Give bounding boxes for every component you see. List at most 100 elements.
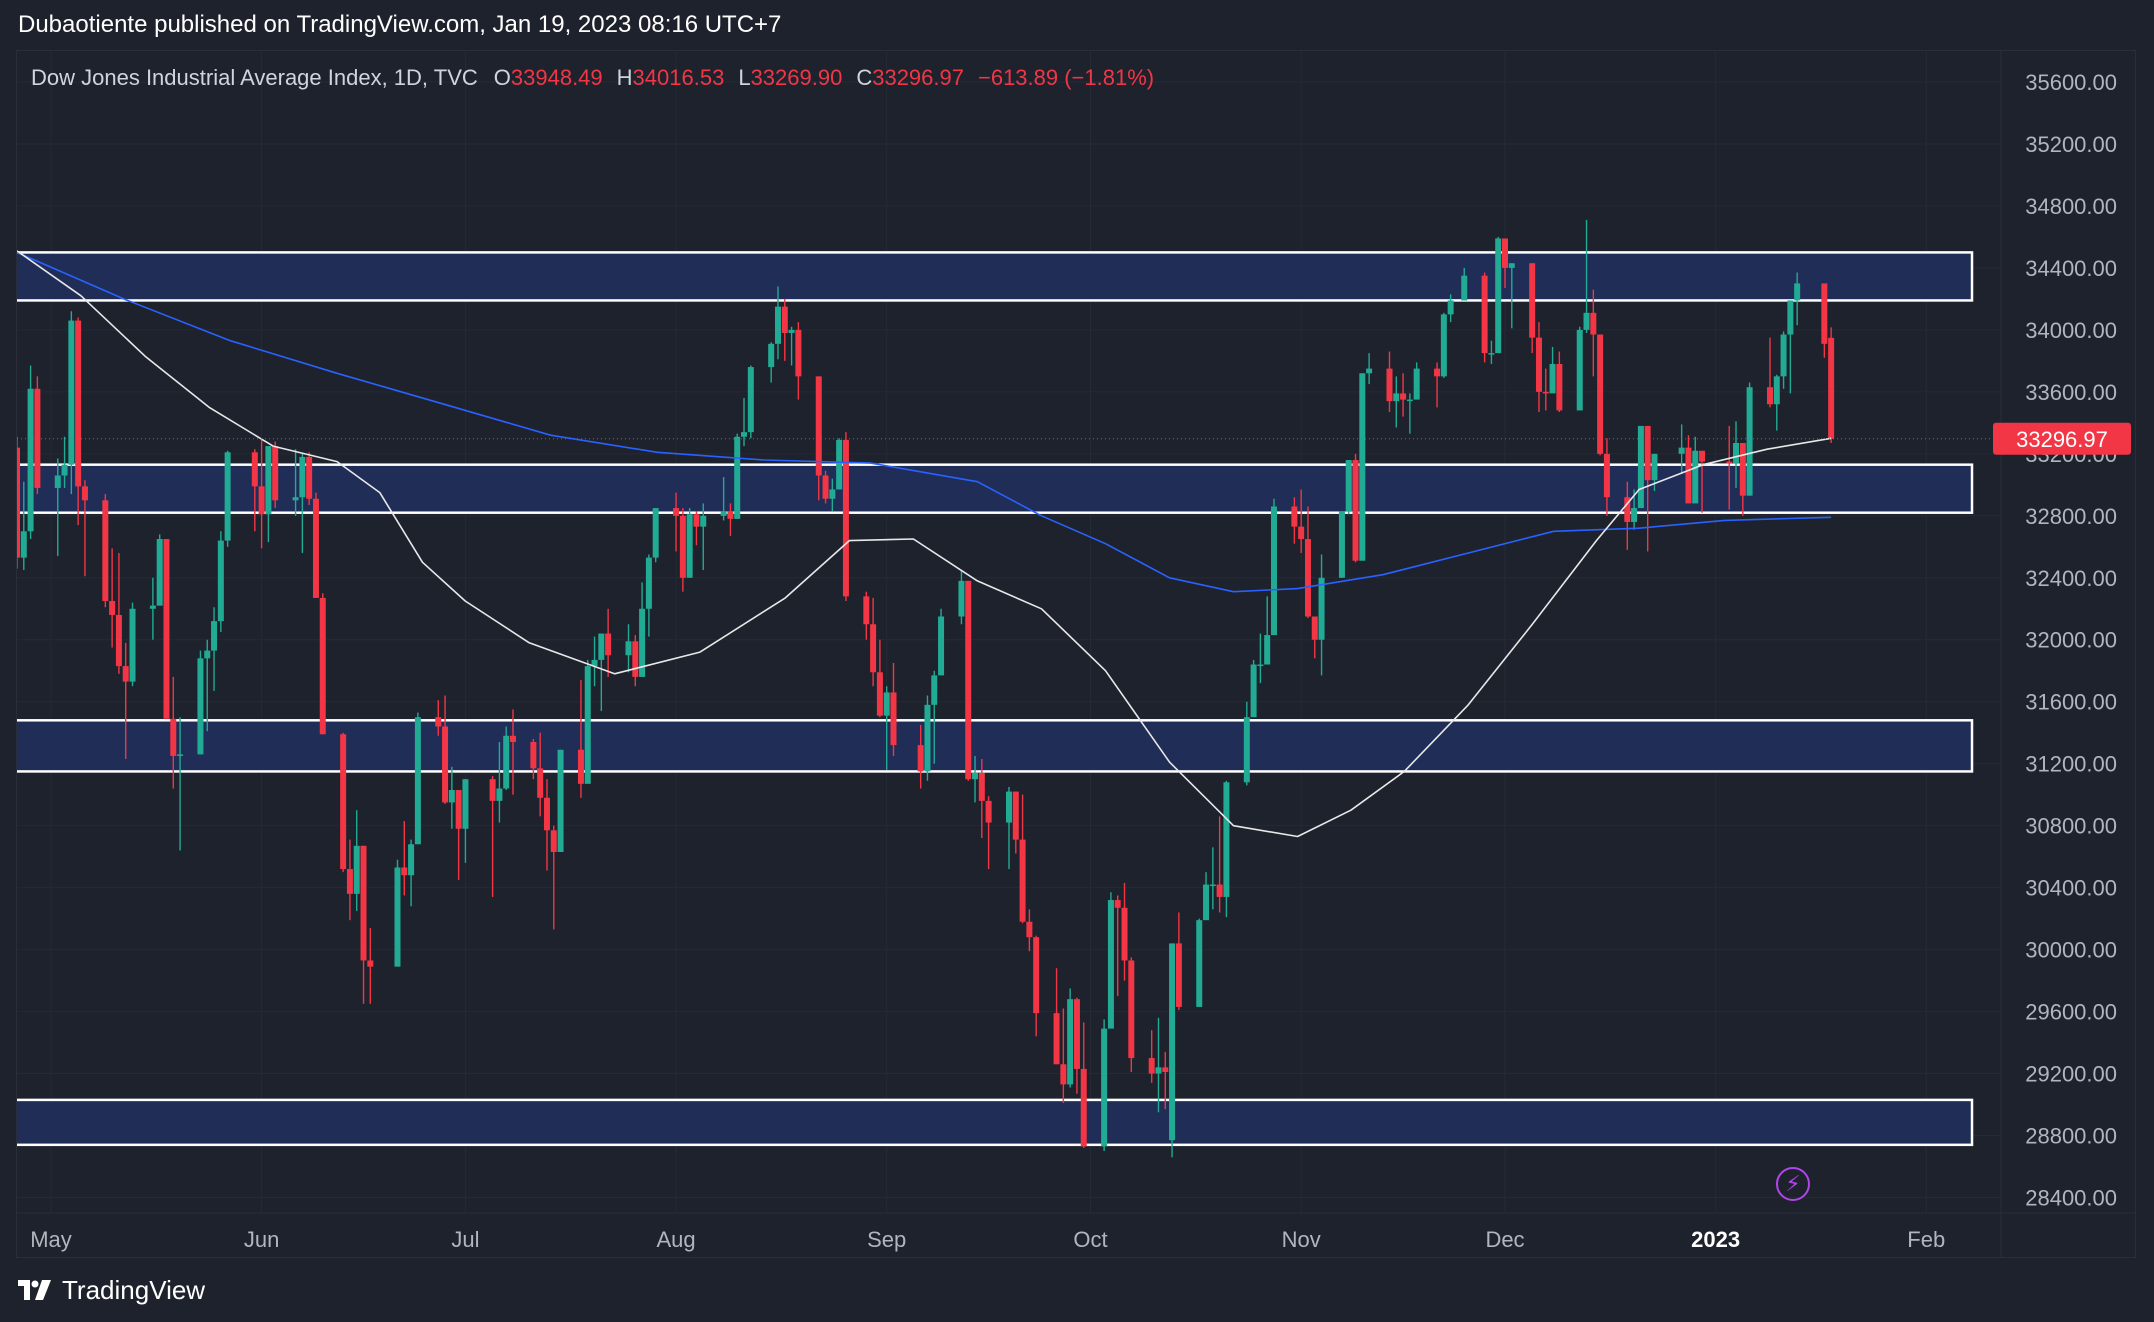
candle-body xyxy=(1576,329,1583,411)
candle-body xyxy=(1685,447,1692,504)
candle-body xyxy=(170,718,177,756)
zones-layer xyxy=(17,251,1974,1147)
candle-body xyxy=(1434,368,1441,377)
candle-body xyxy=(1787,300,1794,335)
x-tick-label: Dec xyxy=(1485,1227,1524,1252)
candle-body xyxy=(1828,337,1835,439)
candle-body xyxy=(1033,937,1040,1014)
candle-body xyxy=(292,497,299,501)
ma-short-line xyxy=(17,250,1832,838)
candle-body xyxy=(1155,1067,1162,1074)
publisher-line: Dubaotiente published on TradingView.com… xyxy=(18,11,782,38)
candle-body xyxy=(747,367,754,433)
candle-body xyxy=(1359,373,1366,561)
candle-body xyxy=(1590,312,1597,335)
candle-body xyxy=(985,800,992,823)
candle-body xyxy=(1223,782,1230,897)
candle-body xyxy=(768,343,775,368)
candle-body xyxy=(557,749,564,853)
candle-body xyxy=(693,514,700,527)
candle-body xyxy=(68,320,75,465)
candle-body xyxy=(360,845,367,961)
candle-body xyxy=(299,456,306,498)
candle-body xyxy=(1773,376,1780,405)
y-tick-label: 31600.00 xyxy=(2025,690,2117,715)
y-tick-label: 34400.00 xyxy=(2025,256,2117,281)
candle-body xyxy=(1216,884,1223,897)
candle-body xyxy=(1209,884,1216,887)
candle-body xyxy=(639,608,646,677)
lightning-icon[interactable]: ⚡ xyxy=(1776,1167,1810,1201)
x-tick-label: Aug xyxy=(656,1227,695,1252)
candle-body xyxy=(788,329,795,333)
last-price-tag xyxy=(1993,422,2131,455)
x-tick-label: 2023 xyxy=(1691,1227,1740,1252)
candle-body xyxy=(1318,577,1325,640)
close-value: 33296.97 xyxy=(872,65,964,90)
candle-body xyxy=(1529,263,1536,338)
candle-body xyxy=(876,672,883,716)
candle-body xyxy=(211,621,218,651)
candle-body xyxy=(1345,460,1352,512)
candle-body xyxy=(272,446,279,501)
y-tick-label: 28800.00 xyxy=(2025,1124,2117,1149)
y-tick-label: 34000.00 xyxy=(2025,318,2117,343)
candle-body xyxy=(1597,334,1604,454)
candle-body xyxy=(720,511,727,516)
candle-body xyxy=(20,531,27,558)
candle-body xyxy=(1311,616,1318,640)
candle-body xyxy=(1264,635,1271,665)
candle-body xyxy=(1148,1058,1155,1074)
candle-body xyxy=(1053,1013,1060,1065)
price-chart[interactable]: 28400.00 28800.00 29200.00 29600.00 30000.00… xyxy=(17,51,2136,1258)
candle-body xyxy=(1542,391,1549,394)
candle-body xyxy=(1012,791,1019,840)
candle-body xyxy=(1733,442,1740,464)
candle-body xyxy=(577,749,584,784)
candle-body xyxy=(54,475,61,488)
candle-body xyxy=(543,797,550,831)
candle-body xyxy=(115,614,122,667)
candle-body xyxy=(1699,450,1706,462)
candle-body xyxy=(774,306,781,344)
candle-body xyxy=(1298,526,1305,540)
candle-body xyxy=(251,452,258,487)
y-tick-label: 32400.00 xyxy=(2025,566,2117,591)
chart-pane[interactable]: 28400.00 28800.00 29200.00 29600.00 30000.00… xyxy=(16,50,2136,1258)
candle-body xyxy=(727,511,734,519)
candle-body xyxy=(177,754,184,756)
x-tick-label: May xyxy=(30,1227,72,1252)
candle-body xyxy=(414,717,421,845)
x-tick-label: Nov xyxy=(1282,1227,1321,1252)
candle-body xyxy=(652,508,659,558)
high-value: 34016.53 xyxy=(632,65,725,90)
candle-body xyxy=(265,446,272,515)
candle-body xyxy=(958,580,965,617)
candle-body xyxy=(1250,664,1257,718)
candle-body xyxy=(1114,900,1121,908)
low-value: 33269.90 xyxy=(750,65,843,90)
candle-body xyxy=(1243,717,1250,783)
candle-body xyxy=(645,557,652,609)
candle-body xyxy=(890,692,897,746)
candle-body xyxy=(598,633,605,660)
candle-body xyxy=(1366,368,1373,374)
brand[interactable]: TradingView xyxy=(18,1275,205,1306)
candle-body xyxy=(863,596,870,625)
candle-body xyxy=(700,515,707,527)
footer: TradingView xyxy=(0,1258,2154,1322)
candle-body xyxy=(1461,275,1468,301)
candle-body xyxy=(312,498,319,598)
candle-body xyxy=(75,320,82,487)
candle-body xyxy=(1080,1068,1087,1147)
candle-body xyxy=(1162,1067,1169,1073)
candle-body xyxy=(1121,907,1128,961)
y-tick-label: 28400.00 xyxy=(2025,1186,2117,1211)
candle-body xyxy=(815,376,822,476)
open-value: 33948.49 xyxy=(510,65,603,90)
candle-body xyxy=(1406,399,1413,402)
candle-body xyxy=(27,388,34,532)
candle-body xyxy=(340,734,347,870)
candle-body xyxy=(217,540,224,622)
high-label: H xyxy=(616,65,633,90)
